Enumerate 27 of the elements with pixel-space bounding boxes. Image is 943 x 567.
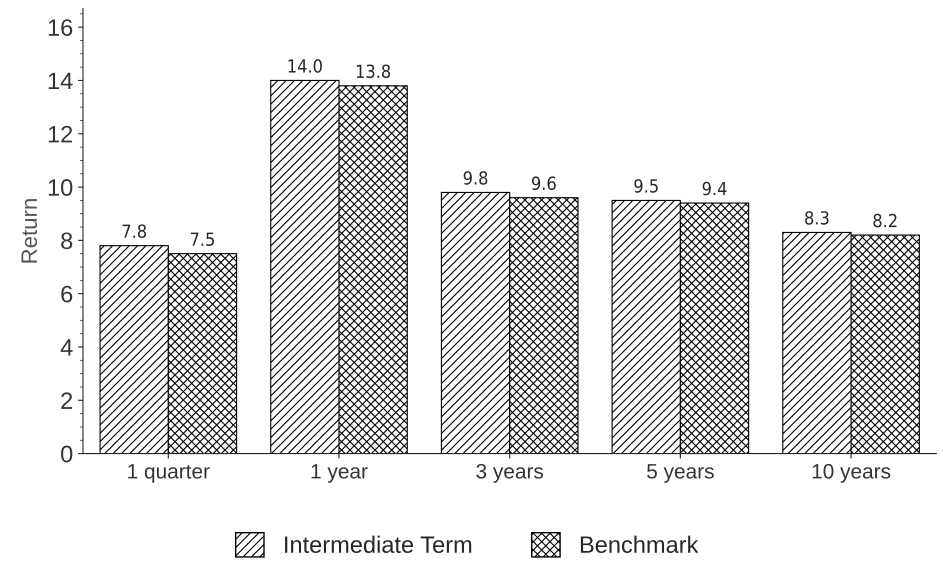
data-label: 9.4 [702,182,727,196]
y-tick-label: 16 [48,19,72,36]
y-tick-label: 6 [61,286,72,302]
y-axis-title: Return [22,199,38,263]
data-label: 9.5 [634,179,658,193]
x-tick-label: 5 years [647,464,714,483]
data-label: 9.6 [532,176,556,190]
data-label: 13.8 [356,64,390,78]
data-label: 8.2 [873,214,896,228]
y-tick-label: 0 [61,446,72,462]
x-tick-label: 10 years [812,464,890,483]
data-label: 9.8 [464,171,488,185]
y-tick-label: 8 [61,232,72,250]
x-tick-label: 1 quarter [128,464,210,483]
data-label: 14.0 [288,59,322,73]
y-tick-label: 12 [48,126,72,142]
data-label: 7.8 [122,224,146,238]
x-tick-label: 1 year [312,464,368,483]
data-label: 8.3 [805,211,829,225]
x-tick-label: 3 years [476,464,544,483]
data-label: 7.5 [190,232,214,246]
y-tick-label: 10 [48,179,72,196]
legend-label: Intermediate Term [285,536,472,554]
y-tick-label: 4 [60,339,73,356]
y-tick-label: 14 [48,72,73,90]
y-tick-label: 2 [61,392,72,409]
legend-label: Benchmark [580,536,698,554]
